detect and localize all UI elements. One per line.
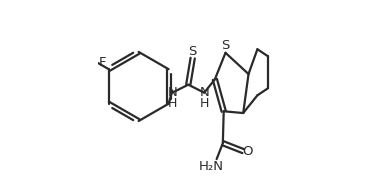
Text: F: F bbox=[99, 56, 106, 69]
Text: N: N bbox=[167, 86, 177, 99]
Text: H: H bbox=[167, 97, 177, 110]
Text: S: S bbox=[188, 44, 197, 58]
Text: O: O bbox=[242, 145, 253, 158]
Text: H: H bbox=[200, 97, 209, 110]
Text: H₂N: H₂N bbox=[199, 160, 224, 173]
Text: S: S bbox=[221, 39, 230, 52]
Text: N: N bbox=[199, 86, 209, 99]
